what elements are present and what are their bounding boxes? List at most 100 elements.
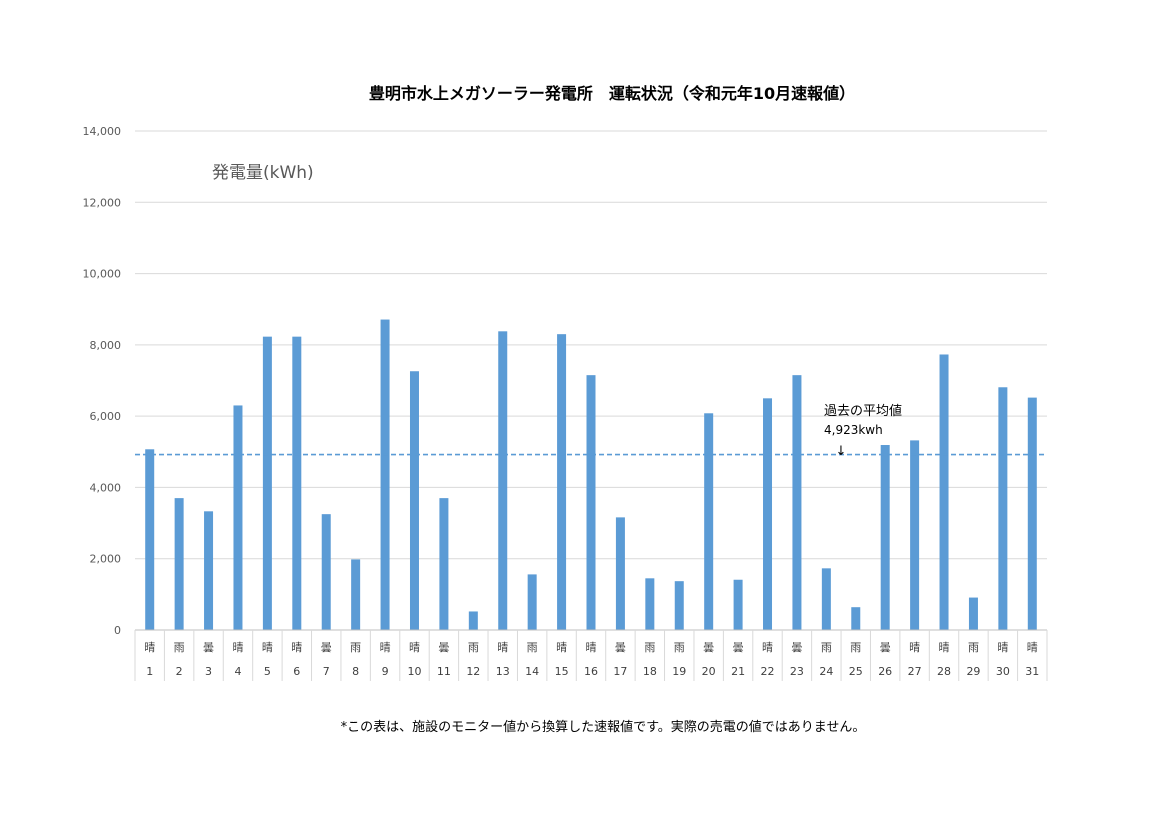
bar: [1027, 397, 1037, 630]
bar: [851, 607, 861, 630]
day-label: 10: [407, 665, 421, 678]
day-label: 4: [234, 665, 241, 678]
weather-label: 雨: [644, 641, 655, 654]
day-label: 14: [525, 665, 539, 678]
day-label: 30: [996, 665, 1010, 678]
day-label: 15: [555, 665, 569, 678]
bar: [586, 375, 596, 630]
weather-label: 晴: [497, 641, 508, 654]
bar: [557, 334, 567, 630]
bar: [262, 336, 272, 630]
weather-label: 雨: [968, 641, 979, 654]
weather-label: 雨: [468, 641, 479, 654]
y-tick-label: 6,000: [90, 410, 122, 423]
bar: [821, 568, 831, 630]
bar: [763, 398, 773, 630]
footnote: *この表は、施設のモニター値から換算した速報値です。実際の売電の値ではありません…: [341, 719, 866, 735]
y-tick-label: 4,000: [90, 481, 122, 494]
day-label: 6: [293, 665, 300, 678]
day-label: 11: [437, 665, 451, 678]
chart-title: 豊明市水上メガソーラー発電所 運転状況（令和元年10月速報値）: [369, 84, 855, 103]
bar: [174, 498, 184, 630]
weather-label: 雨: [527, 641, 538, 654]
weather-label: 晴: [762, 641, 773, 654]
day-label: 22: [761, 665, 775, 678]
bar: [145, 449, 155, 630]
day-label: 19: [672, 665, 686, 678]
bar: [645, 578, 655, 630]
average-value-label: 4,923kwh: [824, 423, 883, 437]
weather-label: 雨: [174, 641, 185, 654]
weather-label: 晴: [909, 641, 920, 654]
bar: [792, 375, 802, 630]
weather-label: 雨: [821, 641, 832, 654]
weather-label: 晴: [997, 641, 1008, 654]
bar: [351, 559, 361, 630]
weather-label: 曇: [880, 641, 891, 654]
bar: [409, 371, 419, 630]
day-label: 31: [1025, 665, 1039, 678]
weather-label: 晴: [291, 641, 302, 654]
day-label: 24: [819, 665, 833, 678]
weather-label: 晴: [939, 641, 950, 654]
weather-label: 雨: [674, 641, 685, 654]
day-label: 1: [146, 665, 153, 678]
y-axis-label: 発電量(kWh): [212, 163, 314, 183]
day-label: 29: [966, 665, 980, 678]
weather-label: 晴: [380, 641, 391, 654]
weather-label: 晴: [232, 641, 243, 654]
weather-label: 曇: [321, 641, 332, 654]
day-label: 8: [352, 665, 359, 678]
bar: [204, 511, 214, 630]
weather-label: 曇: [703, 641, 714, 654]
day-label: 16: [584, 665, 598, 678]
weather-label: 曇: [615, 641, 626, 654]
day-label: 7: [323, 665, 330, 678]
bar: [380, 319, 390, 630]
day-label: 25: [849, 665, 863, 678]
weather-label: 曇: [203, 641, 214, 654]
weather-label: 晴: [586, 641, 597, 654]
average-label: 過去の平均値: [824, 403, 902, 419]
y-tick-label: 8,000: [90, 339, 122, 352]
bar: [733, 579, 743, 630]
weather-label: 雨: [350, 641, 361, 654]
y-axis-ticks: 0 2,000 4,000 6,000 8,000 10,000 12,000 14,000: [83, 125, 122, 637]
bar: [615, 517, 625, 630]
day-label: 27: [908, 665, 922, 678]
bar: [292, 336, 302, 630]
weather-label: 晴: [409, 641, 420, 654]
bar: [968, 597, 978, 630]
average-arrow: ↓: [836, 444, 847, 459]
bar: [704, 413, 714, 630]
y-tick-label: 14,000: [83, 125, 122, 138]
y-tick-label: 12,000: [83, 196, 122, 209]
weather-label: 晴: [262, 641, 273, 654]
bar: [880, 445, 890, 630]
day-label: 12: [466, 665, 480, 678]
bar: [939, 354, 949, 630]
day-label: 13: [496, 665, 510, 678]
day-label: 18: [643, 665, 657, 678]
bar: [910, 440, 920, 630]
day-label: 21: [731, 665, 745, 678]
day-label: 9: [382, 665, 389, 678]
y-tick-label: 0: [114, 624, 121, 637]
bar: [468, 611, 478, 630]
weather-label: 雨: [850, 641, 861, 654]
weather-label: 晴: [1027, 641, 1038, 654]
category-table: 晴 1 雨 2 曇 3 晴 4 晴 5 晴 6 曇 7 雨 8 晴 9 晴 10 曇 11 雨 12 晴 13 雨 14 晴 15 晴 16 曇…: [134, 629, 1048, 681]
day-label: 23: [790, 665, 804, 678]
weather-label: 曇: [438, 641, 449, 654]
day-label: 26: [878, 665, 892, 678]
bar: [233, 405, 243, 630]
day-label: 17: [613, 665, 627, 678]
day-label: 2: [176, 665, 183, 678]
day-label: 5: [264, 665, 271, 678]
weather-label: 曇: [733, 641, 744, 654]
bar: [998, 387, 1008, 630]
day-label: 3: [205, 665, 212, 678]
y-tick-label: 10,000: [83, 268, 122, 281]
bar: [321, 514, 331, 630]
